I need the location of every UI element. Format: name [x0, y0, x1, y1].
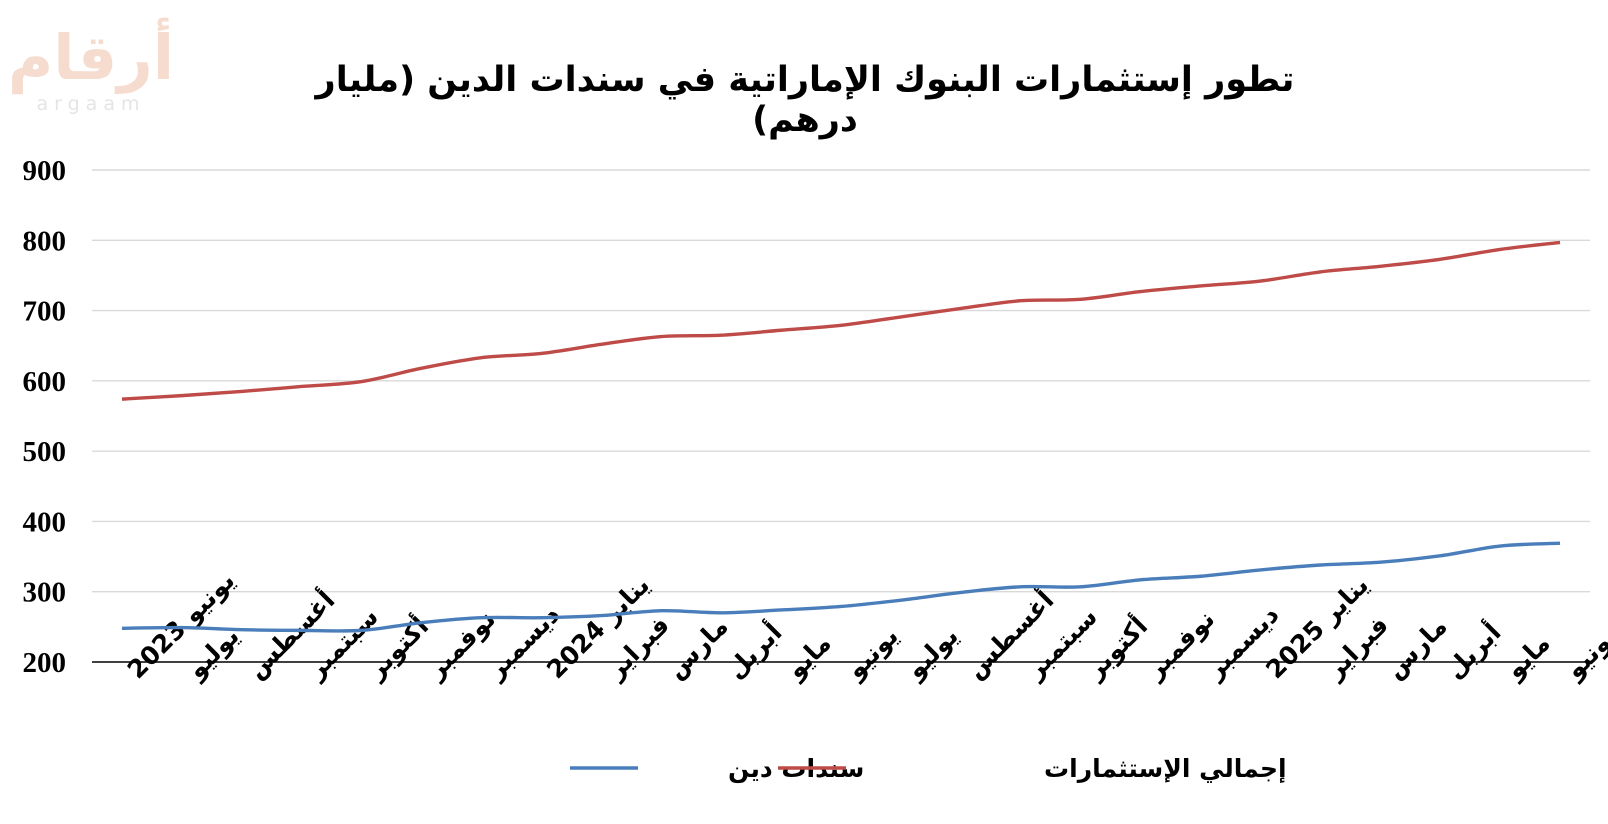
x-tick-label: مارس [661, 612, 734, 685]
x-tick-label: يونيو [839, 621, 904, 686]
x-tick-label: أبريل [719, 616, 788, 685]
x-tick-label: مارس [1380, 612, 1453, 685]
legend: سندات دين إجمالي الإستثمارات [570, 754, 1287, 784]
x-tick-label: أبريل [1439, 616, 1508, 685]
argaam-logo: أرقام argaam [6, 22, 176, 122]
y-tick-label: 800 [23, 225, 67, 257]
y-tick-label: 200 [23, 647, 67, 679]
logo-arabic-text: أرقام [7, 21, 175, 94]
y-tick-label: 400 [23, 506, 67, 538]
y-tick-label: 300 [23, 577, 67, 609]
y-tick-label: 500 [23, 436, 67, 468]
x-tick-label: يونيو [1558, 621, 1608, 686]
y-axis-ticks: 200 300 400 500 600 700 800 900 [23, 155, 67, 679]
x-tick-label: نوفمبر [1139, 604, 1221, 686]
chart-title: تطور إستثمارات البنوك الإماراتية في سندا… [315, 60, 1295, 140]
x-tick-label: مايو [1498, 628, 1556, 686]
y-tick-label: 700 [23, 296, 67, 328]
x-axis-ticks: يونيو 2023يوليوأغسطسسبتمبرأكتوبرنوفمبردي… [122, 566, 1608, 687]
legend-label: إجمالي الإستثمارات [1044, 754, 1287, 783]
logo-latin-text: argaam [36, 93, 146, 115]
x-tick-label: يوليو [899, 621, 964, 686]
x-tick-label: مايو [779, 628, 837, 686]
series-line [121, 541, 1561, 633]
y-tick-label: 600 [23, 366, 67, 398]
series-lines [121, 240, 1561, 633]
series-line [121, 240, 1561, 401]
grid-lines [92, 169, 1590, 663]
y-tick-label: 900 [23, 155, 67, 187]
